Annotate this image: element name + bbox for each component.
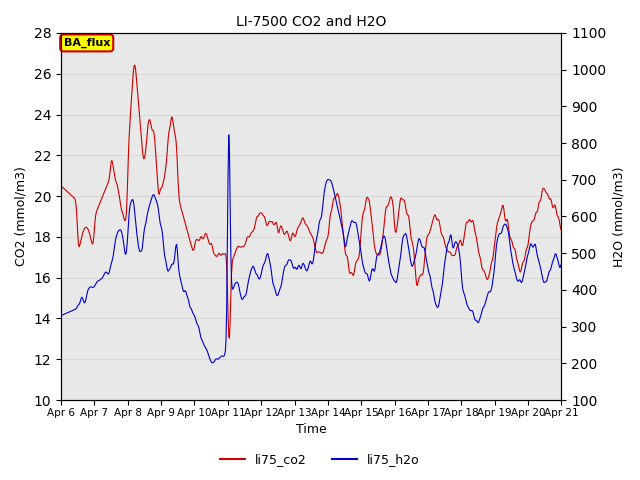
Y-axis label: CO2 (mmol/m3): CO2 (mmol/m3) bbox=[15, 167, 28, 266]
Y-axis label: H2O (mmol/m3): H2O (mmol/m3) bbox=[612, 166, 625, 267]
Title: LI-7500 CO2 and H2O: LI-7500 CO2 and H2O bbox=[236, 15, 387, 29]
Text: BA_flux: BA_flux bbox=[63, 38, 110, 48]
X-axis label: Time: Time bbox=[296, 423, 326, 436]
Legend: li75_co2, li75_h2o: li75_co2, li75_h2o bbox=[215, 448, 425, 471]
